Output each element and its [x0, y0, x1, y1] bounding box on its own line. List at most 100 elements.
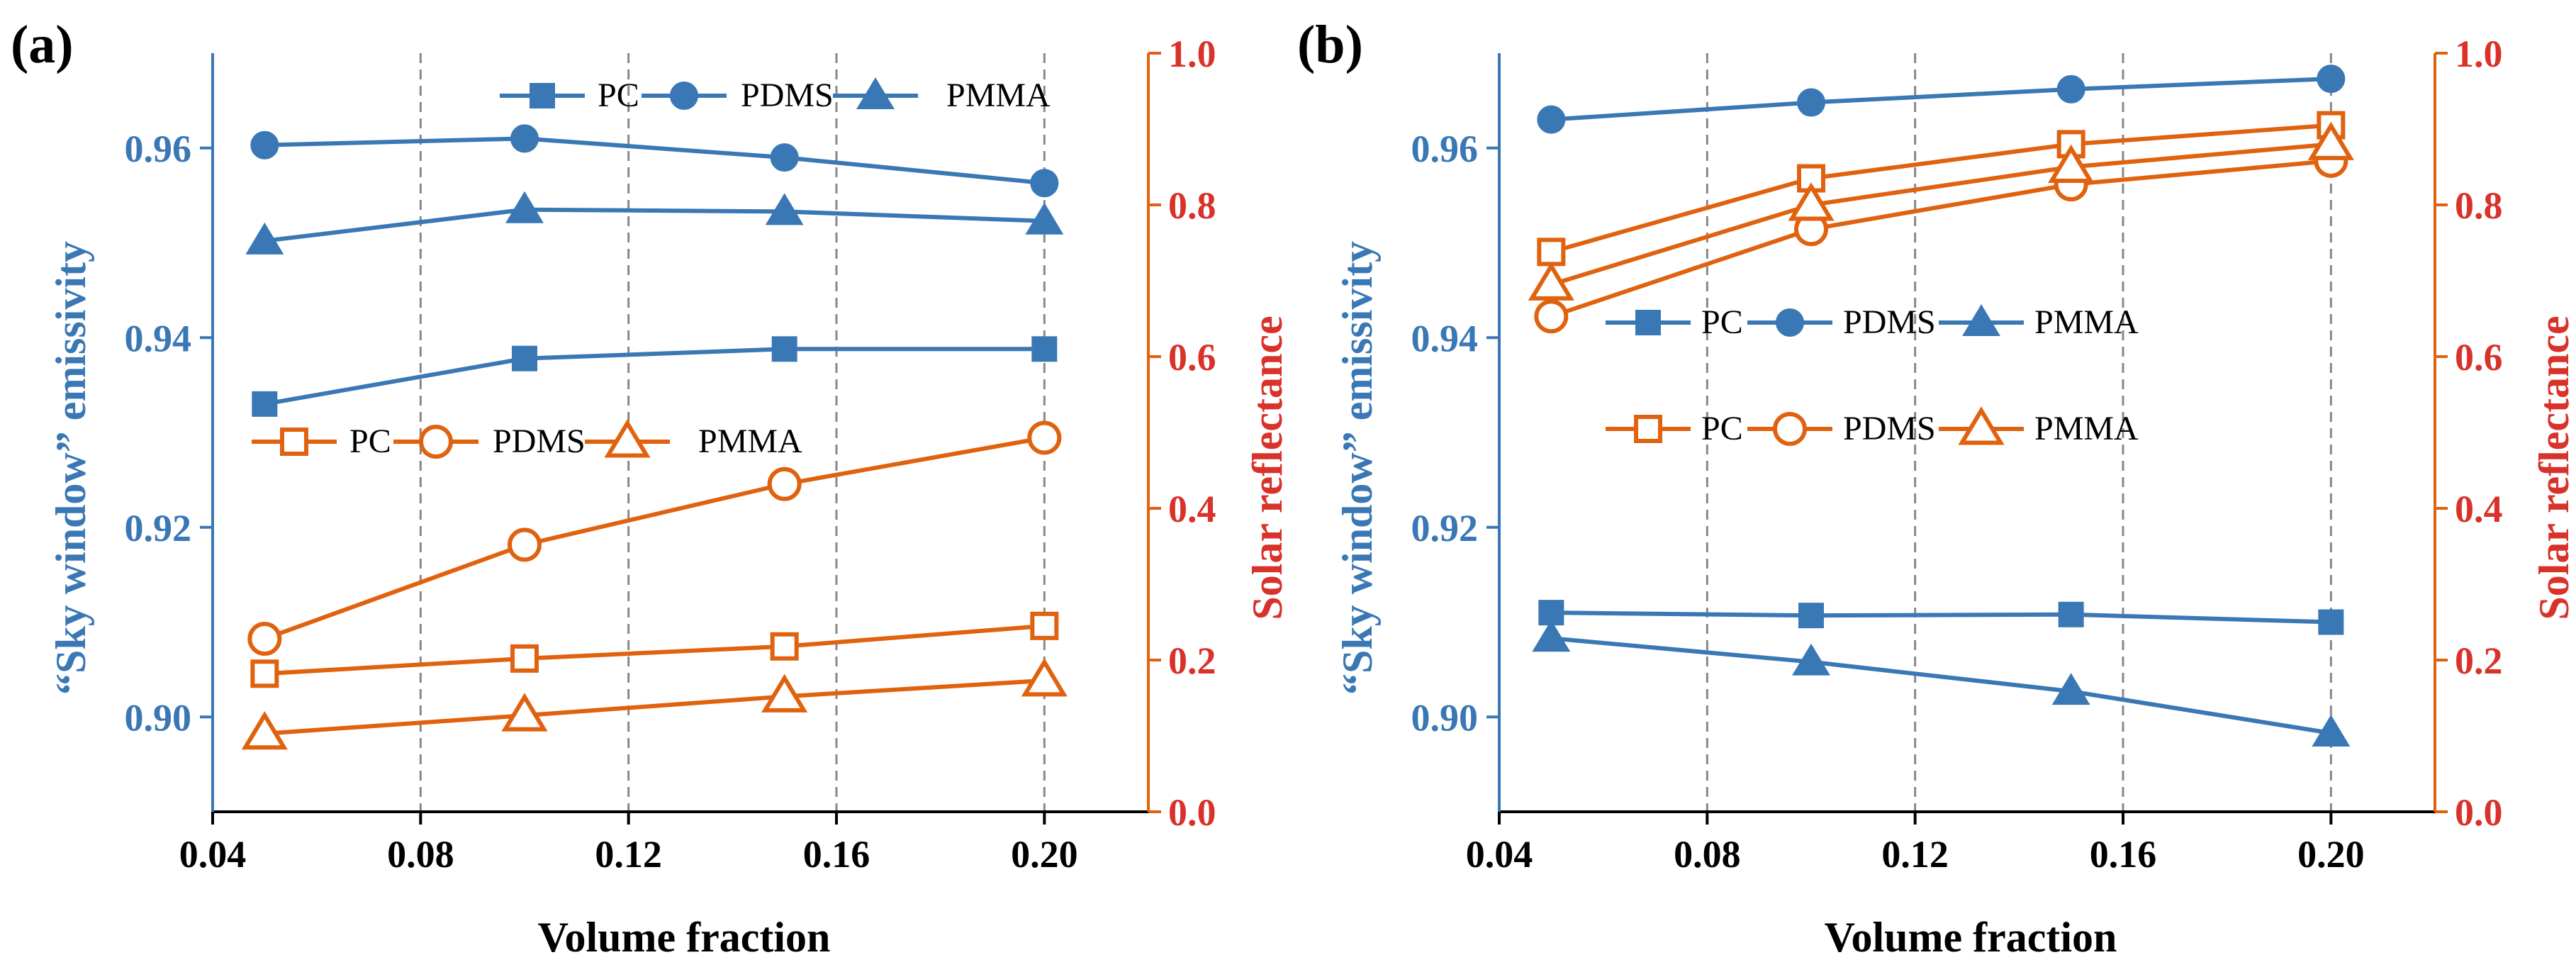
legend-marker-circle [1776, 308, 1804, 337]
left-y-tick-label: 0.92 [1411, 507, 1479, 549]
series-line [264, 136, 1045, 186]
data-point [1025, 202, 1064, 235]
legend-reflectance [1606, 406, 2024, 446]
legend-label-pmma: PMMA [2034, 303, 2139, 341]
data-point [1537, 238, 1566, 267]
series-pdms-right [1534, 143, 2348, 334]
right-y-tick-label: 0.8 [2455, 184, 2503, 227]
series-pc-right [250, 611, 1059, 688]
left-y-tick-label: 0.90 [1411, 696, 1479, 739]
series-line [1551, 636, 2331, 735]
data-point [770, 632, 799, 661]
legend-label-pdms: PDMS [741, 77, 834, 114]
series-pmma-right [241, 658, 1068, 750]
series-pc-right [1537, 111, 2346, 267]
data-point [2318, 609, 2344, 635]
legend-marker-square [1635, 310, 1661, 335]
right-y-axis-title: Solar reflectance [2531, 315, 2576, 620]
data-point [250, 130, 279, 160]
data-point [512, 345, 537, 372]
x-tick-label: 0.08 [387, 833, 454, 876]
data-point [501, 693, 548, 732]
data-point [1027, 420, 1062, 455]
data-point [771, 336, 797, 362]
data-point [1792, 643, 1830, 676]
legend-marker-square [530, 83, 555, 108]
right-y-tick-label: 0.2 [2455, 639, 2503, 682]
left-y-tick-label: 0.96 [1411, 128, 1479, 170]
data-point [1798, 603, 1824, 629]
axes: 0.04 0.08 0.12 0.16 0.20 0.90 0.92 0.94 0.96 0.0 0… [1411, 33, 2503, 876]
right-y-tick-label: 0.0 [1168, 791, 1216, 834]
x-tick-label: 0.16 [803, 833, 870, 876]
series-line [264, 207, 1045, 243]
data-point [247, 622, 282, 657]
panel-label: (a) [11, 15, 74, 74]
data-point [770, 143, 799, 172]
series-line [1550, 158, 2331, 319]
legend-emissivity [500, 77, 918, 110]
left-y-axis-title: “Sky window” emissivity [47, 241, 94, 695]
legend-marker-triangle [1962, 304, 2000, 336]
data-point [245, 222, 284, 255]
legend-marker-triangle [1958, 406, 2005, 445]
panel-label: (b) [1297, 15, 1363, 74]
data-point [510, 124, 539, 153]
right-y-tick-label: 0.6 [2455, 336, 2503, 379]
panel-b: (b) Volume fraction “Sky window” emissiv… [1297, 15, 2576, 961]
data-point [1021, 658, 1068, 697]
series-line [1550, 142, 2331, 287]
right-y-axis-title: Solar reflectance [1244, 315, 1291, 620]
legend-label-pdms: PDMS [1843, 303, 1936, 341]
legend-label-pmma: PMMA [698, 423, 802, 460]
series-pmma-left [1532, 620, 2351, 747]
right-y-tick-label: 1.0 [1168, 33, 1216, 75]
legend-reflectance [252, 419, 670, 459]
series-pdms-right [247, 420, 1062, 657]
left-y-tick-label: 0.94 [1411, 317, 1479, 359]
data-point [761, 674, 808, 713]
legend-emissivity [1606, 304, 2024, 337]
legend-label-pmma: PMMA [946, 77, 1051, 114]
data-point [505, 191, 544, 223]
legend-label-pc: PC [1701, 410, 1743, 447]
x-axis-title: Volume fraction [538, 914, 831, 961]
data-point [2317, 65, 2346, 94]
right-y-tick-label: 0.8 [1168, 184, 1216, 227]
data-point [2307, 121, 2354, 160]
data-point [1030, 611, 1059, 640]
legend-label-pc: PC [1701, 303, 1743, 341]
series-line [1551, 610, 2331, 625]
legend-marker-square [280, 428, 308, 456]
data-point [1030, 169, 1059, 198]
series-pmma-left [245, 191, 1064, 255]
legend-marker-triangle [856, 77, 895, 109]
data-point [2051, 673, 2090, 705]
legend-label-pmma: PMMA [2034, 410, 2139, 447]
panel-a: (a) Volume fraction “Sky window” emissiv… [11, 15, 1291, 961]
right-y-tick-label: 0.4 [1168, 488, 1216, 530]
data-point [510, 644, 539, 673]
data-point [1788, 182, 1835, 221]
series-line [264, 435, 1045, 641]
data-point [2056, 74, 2085, 104]
x-axis-title: Volume fraction [1825, 914, 2117, 961]
legend-label-pdms: PDMS [1843, 410, 1936, 447]
legend-label-pc: PC [598, 77, 639, 114]
series-pdms-left [250, 124, 1059, 198]
left-y-tick-label: 0.90 [125, 696, 192, 739]
right-y-tick-label: 0.4 [2455, 488, 2503, 530]
data-point [252, 391, 278, 417]
data-point [241, 710, 288, 750]
x-tick-label: 0.12 [1881, 833, 1949, 876]
legend-label-pdms: PDMS [493, 423, 586, 460]
data-point [765, 193, 804, 225]
x-tick-label: 0.16 [2090, 833, 2157, 876]
series-pc-left [252, 336, 1058, 417]
legend-marker-circle [1773, 412, 1807, 446]
left-y-tick-label: 0.92 [125, 507, 192, 549]
data-point [1797, 88, 1825, 117]
x-tick-label: 0.20 [1011, 833, 1078, 876]
series-line [264, 623, 1045, 676]
